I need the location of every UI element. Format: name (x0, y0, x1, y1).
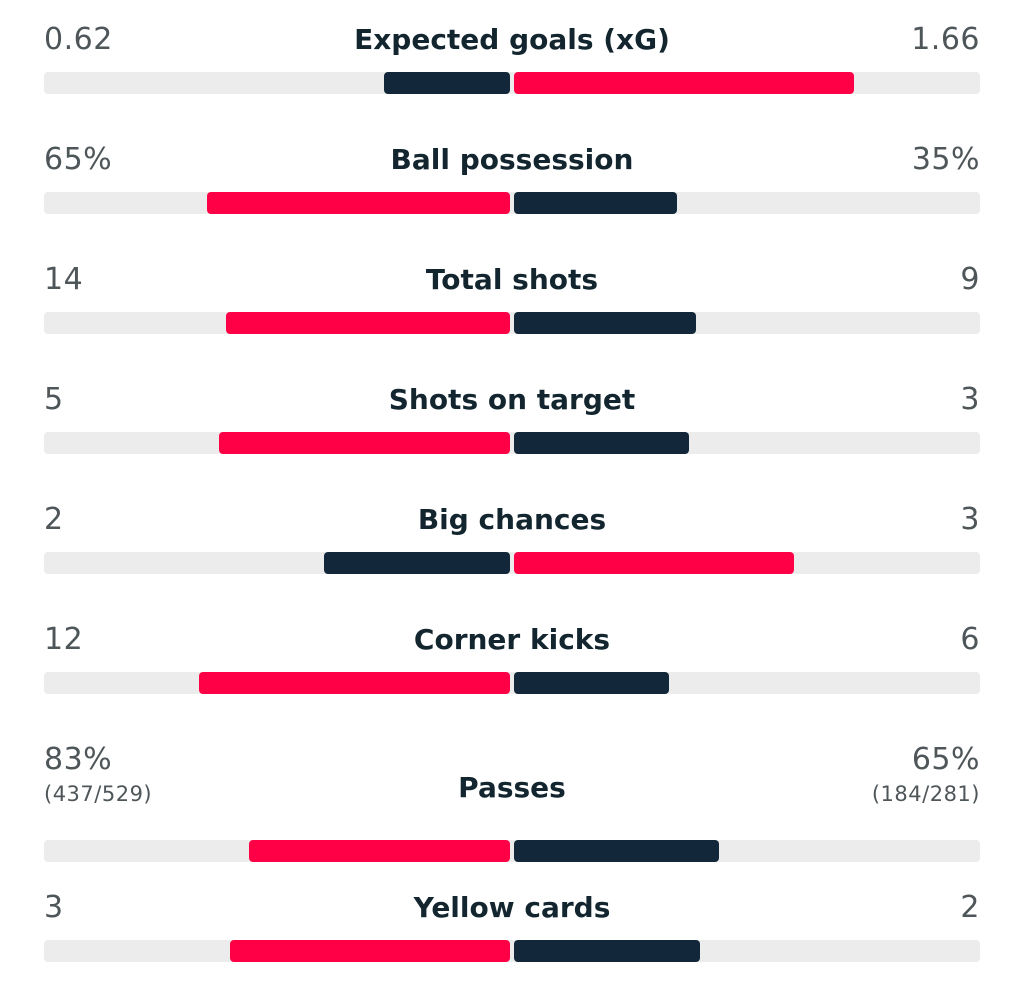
stat-passes: 83% (437/529) Passes 65% (184/281) (44, 730, 980, 880)
comparison-bar (44, 552, 980, 574)
comparison-bar (44, 432, 980, 454)
home-value: 0.62 (44, 22, 113, 57)
away-value: 2 (960, 890, 980, 925)
home-value: 2 (44, 502, 64, 537)
home-value: 12 (44, 622, 84, 657)
stat-shots-on-target: 5 Shots on target 3 (44, 370, 980, 480)
away-bar (514, 840, 719, 862)
comparison-bar (44, 72, 980, 94)
away-bar (514, 940, 700, 962)
comparison-bar (44, 940, 980, 962)
stat-total-shots: 14 Total shots 9 (44, 250, 980, 360)
home-detail: (437/529) (44, 782, 153, 806)
away-value: 35% (911, 142, 980, 177)
comparison-bar (44, 672, 980, 694)
away-value: 6 (960, 622, 980, 657)
stat-label: Big chances (417, 503, 607, 536)
away-value: 1.66 (911, 22, 980, 57)
away-detail: (184/281) (871, 782, 980, 806)
home-bar (249, 840, 510, 862)
stat-label: Yellow cards (413, 891, 611, 924)
comparison-bar (44, 840, 980, 862)
away-bar (514, 672, 669, 694)
stat-big-chances: 2 Big chances 3 (44, 490, 980, 600)
away-value: 9 (960, 262, 980, 297)
stat-label: Ball possession (390, 143, 634, 176)
stat-label: Shots on target (388, 383, 636, 416)
stat-label: Passes (458, 771, 566, 804)
away-value: 65% (911, 742, 980, 777)
stat-corner-kicks: 12 Corner kicks 6 (44, 610, 980, 720)
comparison-bar (44, 312, 980, 334)
away-bar (514, 72, 854, 94)
away-bar (514, 552, 794, 574)
home-value: 65% (44, 142, 113, 177)
home-bar (219, 432, 510, 454)
home-bar (230, 940, 510, 962)
stat-label: Corner kicks (413, 623, 611, 656)
home-value: 5 (44, 382, 64, 417)
home-bar (199, 672, 510, 694)
home-bar (324, 552, 510, 574)
home-bar (384, 72, 510, 94)
stat-yellow-cards: 3 Yellow cards 2 (44, 878, 980, 988)
comparison-bar (44, 192, 980, 214)
stat-ball-possession: 65% Ball possession 35% (44, 130, 980, 240)
stat-expected-goals: 0.62 Expected goals (xG) 1.66 (44, 10, 980, 120)
home-bar (207, 192, 510, 214)
home-value: 3 (44, 890, 64, 925)
stat-label: Expected goals (xG) (354, 23, 670, 56)
stat-label: Total shots (425, 263, 599, 296)
away-value: 3 (960, 502, 980, 537)
home-value: 14 (44, 262, 84, 297)
home-bar (226, 312, 510, 334)
away-bar (514, 192, 677, 214)
home-value: 83% (44, 742, 113, 777)
away-bar (514, 312, 696, 334)
away-bar (514, 432, 689, 454)
away-value: 3 (960, 382, 980, 417)
